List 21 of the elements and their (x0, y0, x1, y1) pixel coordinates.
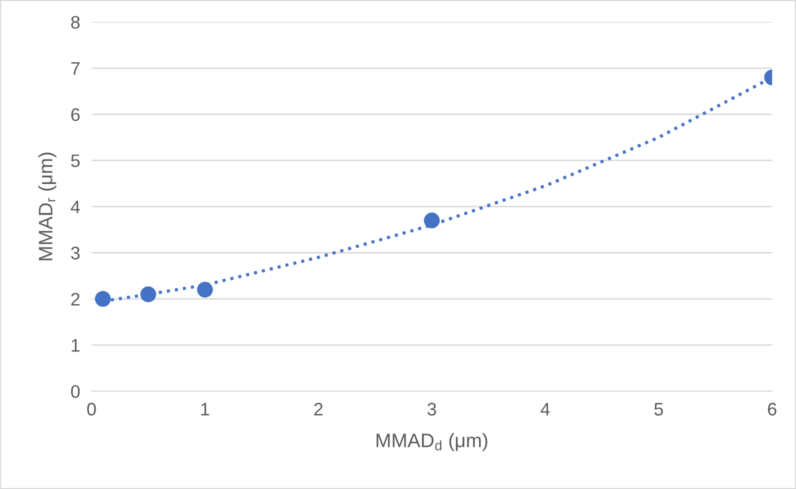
point (140, 286, 156, 302)
y-tick-label: 0 (71, 385, 80, 398)
x-tick-label: 5 (654, 402, 663, 416)
point (197, 282, 213, 298)
y-tick-label: 5 (71, 154, 80, 168)
y-tick-label: 7 (71, 62, 80, 75)
y-axis-title: MMAD$_{r}$ (μm) (38, 152, 56, 260)
x-tick-label: 0 (87, 402, 96, 416)
y-tick-label: 8 (71, 16, 80, 29)
point (94, 290, 111, 307)
x-tick-label: 3 (428, 402, 436, 416)
y-tick-label: 1 (72, 339, 80, 352)
y-tick-label: 6 (71, 108, 80, 122)
x-tick-label: 6 (768, 402, 776, 416)
y-tick-label: 4 (70, 200, 80, 214)
y-tick-label: 3 (71, 246, 80, 260)
x-axis-title: MMAD$_{d}$ (μm) (376, 433, 488, 452)
x-tick-label: 2 (314, 402, 323, 416)
y-tick-label: 2 (71, 292, 80, 306)
x-tick-label: 1 (201, 402, 210, 416)
x-tick-label: 4 (540, 402, 550, 416)
